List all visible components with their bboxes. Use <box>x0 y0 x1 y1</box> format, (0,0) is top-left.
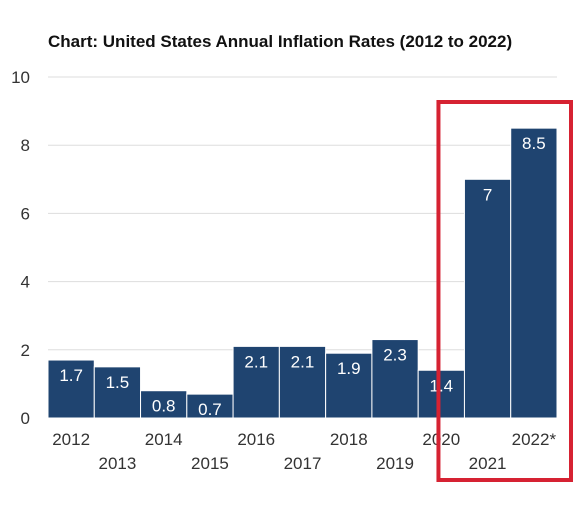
bar-2018 <box>325 352 373 419</box>
x-tick-label-2012: 2012 <box>52 430 90 449</box>
bar-data-labels: 1.7 1.5 0.8 0.7 2.1 2.1 1.9 2.3 1.4 7 8.5 <box>59 134 545 419</box>
y-tick-label-0: 0 <box>21 409 30 428</box>
x-tick-label-2017: 2017 <box>284 454 322 473</box>
x-tick-label-2013: 2013 <box>98 454 136 473</box>
bar-2022* <box>510 127 558 419</box>
bars <box>47 127 558 419</box>
x-tick-label-2014: 2014 <box>145 430 183 449</box>
data-label-2020: 1.4 <box>429 376 453 395</box>
y-axis-ticks: 0 2 4 6 8 10 <box>11 68 30 428</box>
bar-2017 <box>278 345 327 419</box>
y-tick-label-2: 2 <box>21 341 30 360</box>
x-tick-label-2016: 2016 <box>237 430 275 449</box>
x-tick-label-2022*: 2022* <box>512 430 557 449</box>
data-label-2017: 2.1 <box>291 352 315 371</box>
data-label-2018: 1.9 <box>337 359 361 378</box>
y-tick-label-6: 6 <box>21 204 30 223</box>
x-tick-label-2019: 2019 <box>376 454 414 473</box>
data-label-2022*: 8.5 <box>522 134 546 153</box>
data-label-2019: 2.3 <box>383 346 407 365</box>
data-label-2014: 0.8 <box>152 397 176 416</box>
bar-2012 <box>47 359 95 419</box>
bar-2016 <box>232 345 280 419</box>
data-label-2015: 0.7 <box>198 400 222 419</box>
bar-2021 <box>463 178 512 419</box>
x-axis-ticks: 2012 2013 2014 2015 2016 2017 2018 2019 2020 2021… <box>52 430 556 473</box>
highlight-box-group <box>436 100 574 482</box>
data-label-2021: 7 <box>483 185 492 204</box>
y-tick-label-4: 4 <box>21 273 30 292</box>
x-tick-label-2020: 2020 <box>422 430 460 449</box>
y-tick-label-10: 10 <box>11 68 30 87</box>
highlight-box <box>436 100 574 482</box>
x-tick-label-2015: 2015 <box>191 454 229 473</box>
data-label-2012: 1.7 <box>59 366 83 385</box>
x-tick-label-2021: 2021 <box>469 454 507 473</box>
y-tick-label-8: 8 <box>21 136 30 155</box>
chart-title: Chart: United States Annual Inflation Ra… <box>48 32 512 51</box>
data-label-2013: 1.5 <box>106 373 130 392</box>
x-tick-label-2018: 2018 <box>330 430 368 449</box>
bar-2020 <box>417 369 465 419</box>
data-label-2016: 2.1 <box>244 352 268 371</box>
bar-2019 <box>371 339 419 419</box>
